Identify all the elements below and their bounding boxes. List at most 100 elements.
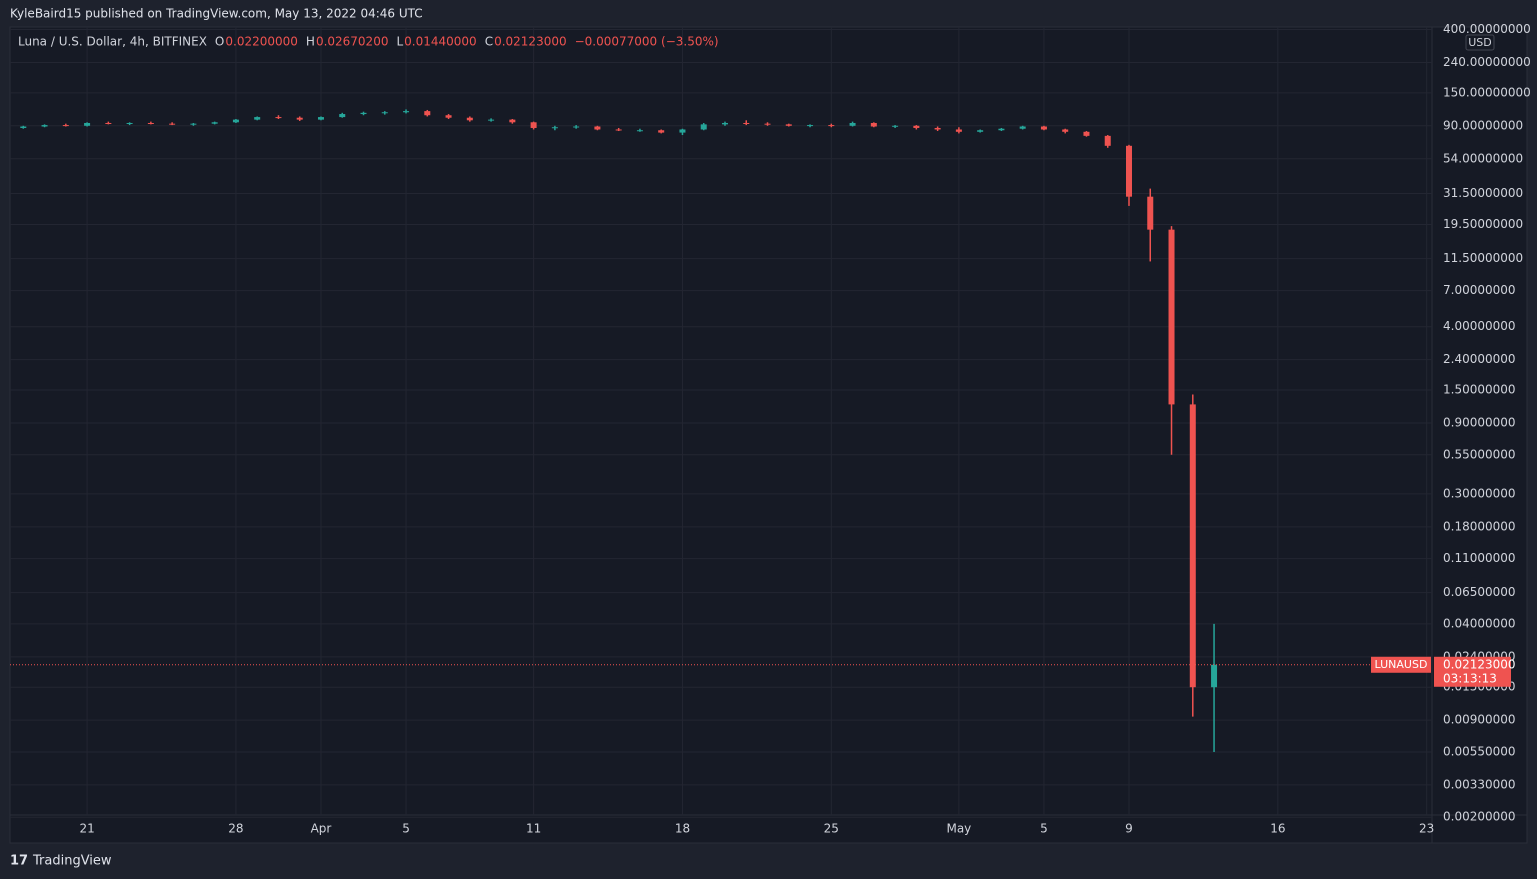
legend-label: O <box>215 35 224 49</box>
candle-body <box>1168 229 1175 405</box>
candle-body <box>190 123 197 125</box>
candle-body <box>1189 404 1196 688</box>
y-tick-label: 4.00000000 <box>1443 319 1516 333</box>
y-tick-label: 54.00000000 <box>1443 151 1523 165</box>
candle-body <box>488 119 495 121</box>
y-tick-label: 0.18000000 <box>1443 519 1516 533</box>
y-tick-label: 0.00330000 <box>1443 777 1516 791</box>
unit-box <box>1465 34 1495 51</box>
candle-body <box>126 122 133 124</box>
candle-body <box>721 122 728 125</box>
candle-body <box>381 112 388 114</box>
candle-body <box>1104 135 1111 146</box>
candle-body <box>339 114 346 118</box>
candle-body <box>62 125 69 127</box>
candle-body <box>41 125 48 127</box>
y-tick-label: 0.06500000 <box>1443 585 1516 599</box>
candle-body <box>424 111 431 116</box>
legend-label: H <box>306 35 315 49</box>
legend-label: C <box>485 35 493 49</box>
candle-body <box>211 122 218 124</box>
candle-body <box>615 129 622 131</box>
symbol-tag: LUNAUSD <box>1375 658 1428 671</box>
candle-body <box>317 117 324 120</box>
x-tick-label: 23 <box>1419 822 1434 836</box>
candle-body <box>594 126 601 130</box>
candle-body <box>658 130 665 133</box>
candle-body <box>360 112 367 115</box>
y-tick-label: 2.40000000 <box>1443 352 1516 366</box>
y-tick-label: 11.50000000 <box>1443 251 1523 265</box>
y-tick-label: 7.00000000 <box>1443 283 1516 297</box>
x-tick-label: 25 <box>824 822 839 836</box>
brand-logo: 17 <box>10 854 28 869</box>
candle-body <box>977 130 984 132</box>
candle-body <box>509 119 516 123</box>
chart-frame <box>9 26 1528 844</box>
candle-body <box>169 123 176 125</box>
y-tick-label: 150.00000000 <box>1443 85 1531 99</box>
y-tick-label: 0.00550000 <box>1443 744 1516 758</box>
x-tick-label: 16 <box>1270 822 1285 836</box>
candle-body <box>955 129 962 132</box>
candle-body <box>934 127 941 130</box>
candle-body <box>403 111 410 113</box>
candle-body <box>849 122 856 126</box>
y-tick-label: 31.50000000 <box>1443 186 1523 200</box>
candle-body <box>254 117 261 120</box>
x-tick-label: 28 <box>228 822 243 836</box>
y-tick-label: 0.11000000 <box>1443 551 1516 565</box>
grid <box>10 27 1432 818</box>
y-tick-label: 19.50000000 <box>1443 217 1523 231</box>
x-tick-label: 18 <box>675 822 690 836</box>
labels: 400.00000000240.00000000150.0000000090.0… <box>18 22 1531 835</box>
candle-body <box>275 117 282 119</box>
candle-body <box>1147 196 1154 230</box>
candle-body <box>679 129 686 133</box>
candle-body <box>147 122 154 124</box>
candle-body <box>20 126 27 128</box>
candle-body <box>807 125 814 127</box>
countdown: 03:13:13 <box>1443 671 1497 685</box>
price-label-box <box>1434 656 1511 687</box>
y-tick-label: 0.00900000 <box>1443 713 1516 727</box>
x-tick-label: 11 <box>526 822 541 836</box>
candle-body <box>445 115 452 118</box>
x-tick-label: Apr <box>311 822 332 836</box>
legend-symbol: Luna / U.S. Dollar, 4h, BITFINEX <box>18 35 207 49</box>
candle-body <box>466 117 473 121</box>
legend-label: L <box>396 35 403 49</box>
x-tick-label: May <box>946 822 971 836</box>
x-tick-label: 5 <box>1040 822 1048 836</box>
candle-body <box>1062 129 1069 132</box>
y-unit: USD <box>1468 36 1492 49</box>
candle-body <box>1019 126 1026 129</box>
candle-body <box>84 122 91 126</box>
candle-body <box>998 128 1005 131</box>
candle-body <box>296 117 303 120</box>
candle-body <box>530 122 537 128</box>
y-tick-label: 1.50000000 <box>1443 383 1516 397</box>
y-tick-label: 0.55000000 <box>1443 447 1516 461</box>
candle-body <box>892 125 899 127</box>
legend-value: 0.02200000 <box>225 35 298 49</box>
published-text: KyleBaird15 published on TradingView.com… <box>10 7 423 21</box>
x-tick-label: 9 <box>1125 822 1133 836</box>
y-tick-label: 0.90000000 <box>1443 415 1516 429</box>
price-label: 0.02123000 <box>1443 657 1516 671</box>
legend-change: −0.00077000 (−3.50%) <box>575 35 719 49</box>
candle-body <box>1083 131 1090 136</box>
x-tick-label: 5 <box>402 822 410 836</box>
candle-body <box>700 124 707 130</box>
candle-body <box>870 122 877 127</box>
candle-body <box>551 127 558 129</box>
legend-value: 0.02670200 <box>316 35 389 49</box>
candle-body <box>764 123 771 125</box>
legend-value: 0.02123000 <box>494 35 567 49</box>
y-tick-label: 0.00200000 <box>1443 810 1516 824</box>
candle-body <box>743 122 750 124</box>
candle-body <box>573 126 580 128</box>
brand: TradingView <box>32 854 112 869</box>
symbol-tag-box <box>1371 656 1431 673</box>
